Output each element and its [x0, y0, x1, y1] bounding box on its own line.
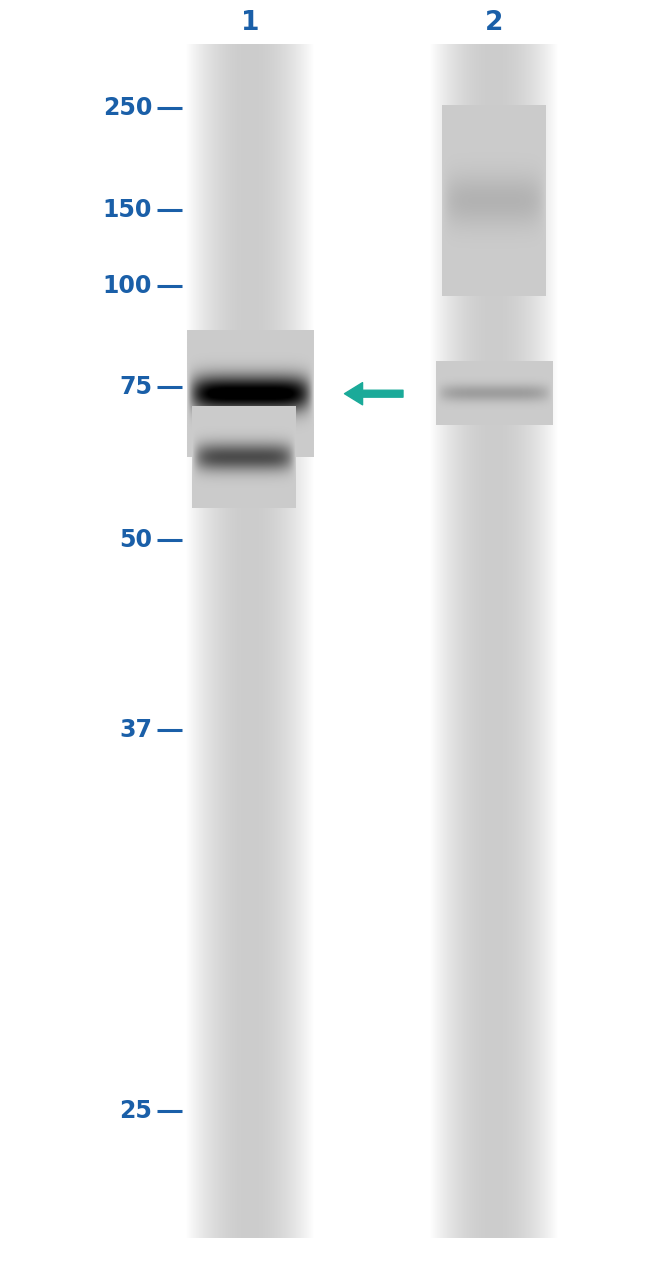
Text: 37: 37 — [119, 719, 152, 742]
Text: 75: 75 — [119, 376, 152, 399]
Text: 25: 25 — [119, 1100, 152, 1123]
Text: 100: 100 — [103, 274, 152, 297]
Text: 150: 150 — [103, 198, 152, 221]
Text: 2: 2 — [485, 10, 503, 36]
Bar — [429, 44, 559, 1238]
Text: 250: 250 — [103, 97, 152, 119]
Text: 1: 1 — [241, 10, 259, 36]
Bar — [185, 44, 315, 1238]
Text: 50: 50 — [119, 528, 152, 551]
